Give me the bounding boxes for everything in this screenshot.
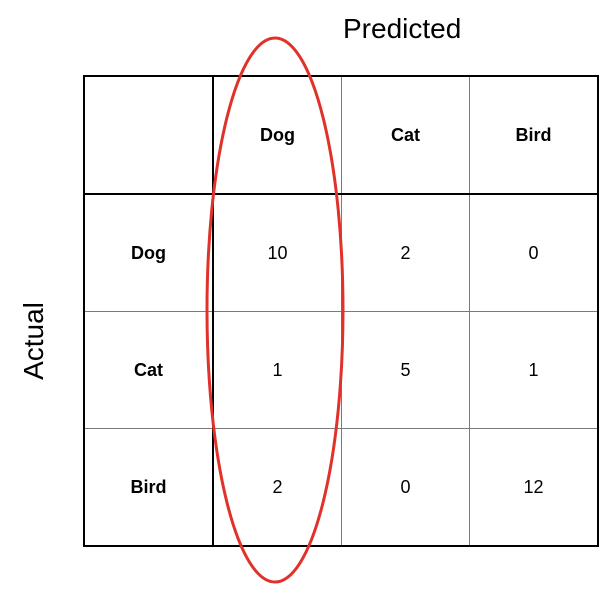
cell-dog-bird: 0 (469, 193, 599, 312)
predicted-axis-title: Predicted (343, 13, 462, 44)
actual-axis-title: Actual (18, 302, 49, 380)
cell-cat-bird: 1 (469, 311, 599, 429)
confusion-matrix-table: Dog Cat Bird Dog 10 2 0 Cat 1 5 1 Bird 2… (83, 75, 599, 547)
matrix-corner-cell (83, 75, 214, 195)
column-header-bird: Bird (469, 75, 599, 195)
matrix-header-row: Dog Cat Bird (83, 75, 599, 195)
cell-dog-cat: 2 (341, 193, 470, 312)
cell-cat-cat: 5 (341, 311, 470, 429)
cell-bird-bird: 12 (469, 428, 599, 547)
matrix-row-cat: Cat 1 5 1 (83, 311, 599, 429)
cell-bird-cat: 0 (341, 428, 470, 547)
column-header-dog: Dog (212, 75, 342, 195)
cell-cat-dog: 1 (212, 311, 342, 429)
row-header-cat: Cat (83, 311, 214, 429)
matrix-row-dog: Dog 10 2 0 (83, 193, 599, 312)
matrix-row-bird: Bird 2 0 12 (83, 428, 599, 547)
row-header-bird: Bird (83, 428, 214, 547)
row-header-dog: Dog (83, 193, 214, 312)
column-header-cat: Cat (341, 75, 470, 195)
cell-dog-dog: 10 (212, 193, 342, 312)
cell-bird-dog: 2 (212, 428, 342, 547)
